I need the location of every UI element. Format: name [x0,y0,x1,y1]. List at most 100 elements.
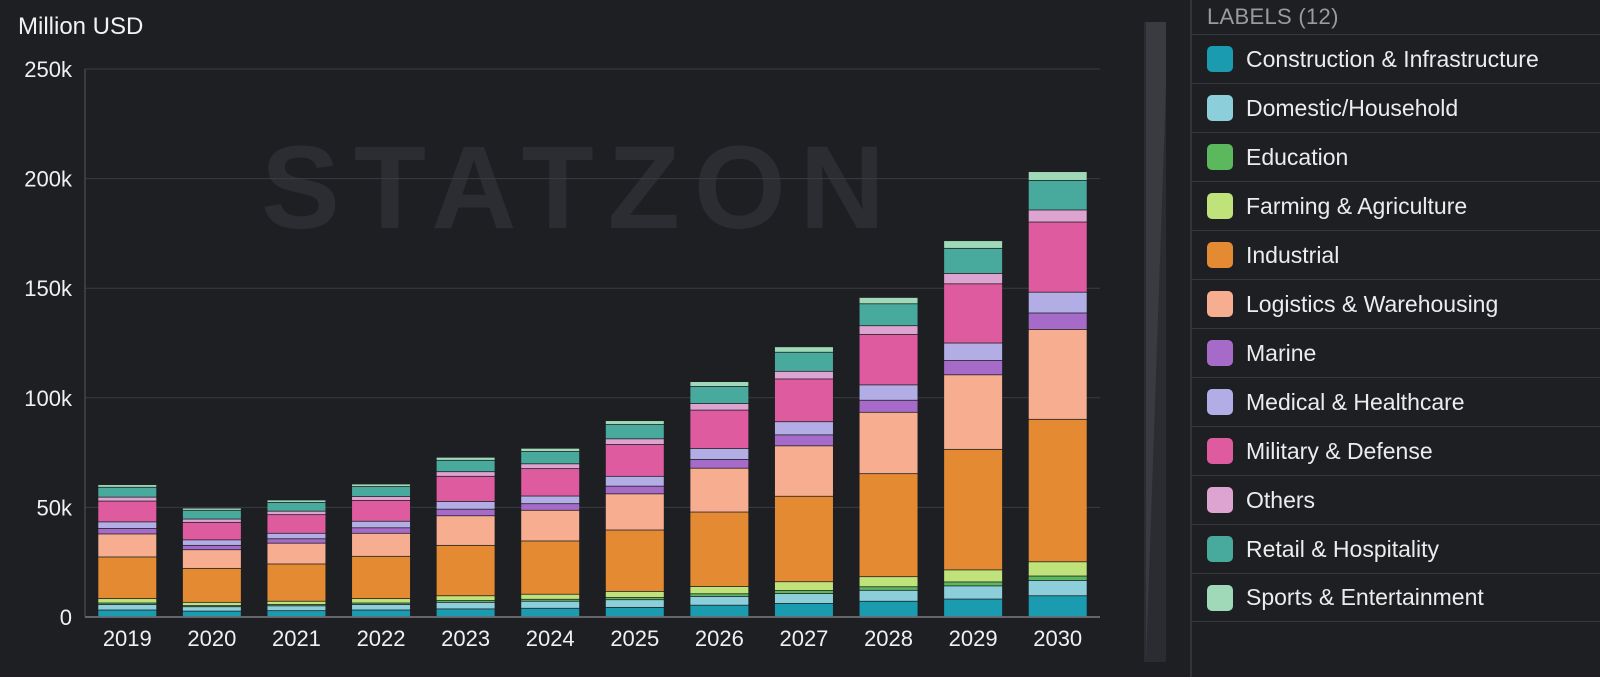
bar-segment[interactable] [690,594,749,597]
bar-segment[interactable] [98,485,157,487]
bar-segment[interactable] [267,606,326,611]
bar-segment[interactable] [774,603,833,617]
bar-segment[interactable] [605,607,664,617]
legend-item[interactable]: Marine [1192,328,1600,377]
bar-segment[interactable] [267,533,326,539]
bar-segment[interactable] [605,597,664,600]
bar-segment[interactable] [774,446,833,496]
bar-segment[interactable] [182,540,241,545]
bar-segment[interactable] [690,512,749,587]
bar-segment[interactable] [267,564,326,601]
bar-segment[interactable] [859,474,918,577]
bar-segment[interactable] [521,541,580,594]
bar-segment[interactable] [267,543,326,564]
bar-segment[interactable] [1028,313,1087,330]
bar-segment[interactable] [521,601,580,608]
bar-segment[interactable] [267,511,326,515]
bar-segment[interactable] [1028,580,1087,596]
bar-segment[interactable] [98,557,157,599]
legend-item[interactable]: Domestic/Household [1192,83,1600,132]
bar-segment[interactable] [436,472,495,476]
bar-segment[interactable] [774,582,833,591]
bar-segment[interactable] [182,545,241,550]
bar-segment[interactable] [859,577,918,587]
legend-item[interactable]: Logistics & Warehousing [1192,279,1600,328]
bar-segment[interactable] [98,528,157,534]
bar-segment[interactable] [352,556,411,599]
bar-segment[interactable] [436,545,495,596]
bar-segment[interactable] [182,508,241,510]
bar-segment[interactable] [352,521,411,528]
legend-item[interactable]: Military & Defense [1192,426,1600,475]
bar-segment[interactable] [521,510,580,541]
bar-segment[interactable] [267,601,326,605]
bar-segment[interactable] [436,609,495,617]
bar-segment[interactable] [690,403,749,410]
bar-segment[interactable] [521,448,580,452]
bar-segment[interactable] [1028,210,1087,222]
bar-segment[interactable] [521,451,580,464]
bar-segment[interactable] [436,501,495,509]
bar-segment[interactable] [774,435,833,446]
bar-segment[interactable] [944,599,1003,617]
bar-segment[interactable] [859,412,918,474]
bar-segment[interactable] [98,603,157,605]
bar-segment[interactable] [944,284,1003,343]
bar-segment[interactable] [859,590,918,601]
legend-item[interactable]: Construction & Infrastructure [1192,34,1600,83]
bar-segment[interactable] [436,509,495,516]
bar-segment[interactable] [690,596,749,605]
bar-segment[interactable] [774,590,833,594]
bar-segment[interactable] [352,528,411,533]
bar-segment[interactable] [944,241,1003,248]
bar-segment[interactable] [774,379,833,422]
bar-segment[interactable] [859,326,918,335]
bar-segment[interactable] [352,604,411,610]
bar-segment[interactable] [1028,329,1087,419]
bar-segment[interactable] [1028,222,1087,292]
bar-segment[interactable] [944,375,1003,449]
bar-segment[interactable] [182,522,241,540]
bar-segment[interactable] [436,457,495,460]
bar-segment[interactable] [1028,419,1087,562]
bar-segment[interactable] [1028,562,1087,576]
bar-segment[interactable] [605,424,664,439]
bar-segment[interactable] [690,410,749,449]
bar-segment[interactable] [859,385,918,400]
bar-segment[interactable] [182,568,241,602]
bar-segment[interactable] [1028,180,1087,210]
bar-segment[interactable] [859,334,918,385]
bar-segment[interactable] [267,515,326,533]
bar-segment[interactable] [521,469,580,496]
bar-segment[interactable] [98,497,157,501]
bar-segment[interactable] [605,530,664,591]
bar-segment[interactable] [605,486,664,494]
bar-segment[interactable] [98,487,157,497]
legend-item[interactable]: Farming & Agriculture [1192,181,1600,230]
bar-segment[interactable] [182,611,241,617]
bar-segment[interactable] [1028,292,1087,313]
bar-segment[interactable] [859,587,918,590]
legend-item[interactable]: Education [1192,132,1600,181]
bar-segment[interactable] [521,594,580,599]
legend-item[interactable]: Others [1192,475,1600,524]
bar-segment[interactable] [352,599,411,603]
bar-segment[interactable] [774,347,833,352]
bar-segment[interactable] [605,439,664,445]
bar-segment[interactable] [182,510,241,519]
bar-segment[interactable] [98,599,157,603]
bar-segment[interactable] [774,496,833,582]
bar-segment[interactable] [944,248,1003,274]
bar-segment[interactable] [944,582,1003,586]
bar-segment[interactable] [352,487,411,497]
bar-segment[interactable] [98,610,157,617]
bar-segment[interactable] [859,400,918,412]
bar-segment[interactable] [774,422,833,435]
bar-segment[interactable] [605,421,664,425]
bar-segment[interactable] [436,602,495,609]
bar-segment[interactable] [436,596,495,601]
bar-segment[interactable] [352,533,411,556]
bar-segment[interactable] [98,534,157,557]
bar-segment[interactable] [352,496,411,501]
bar-segment[interactable] [859,304,918,326]
